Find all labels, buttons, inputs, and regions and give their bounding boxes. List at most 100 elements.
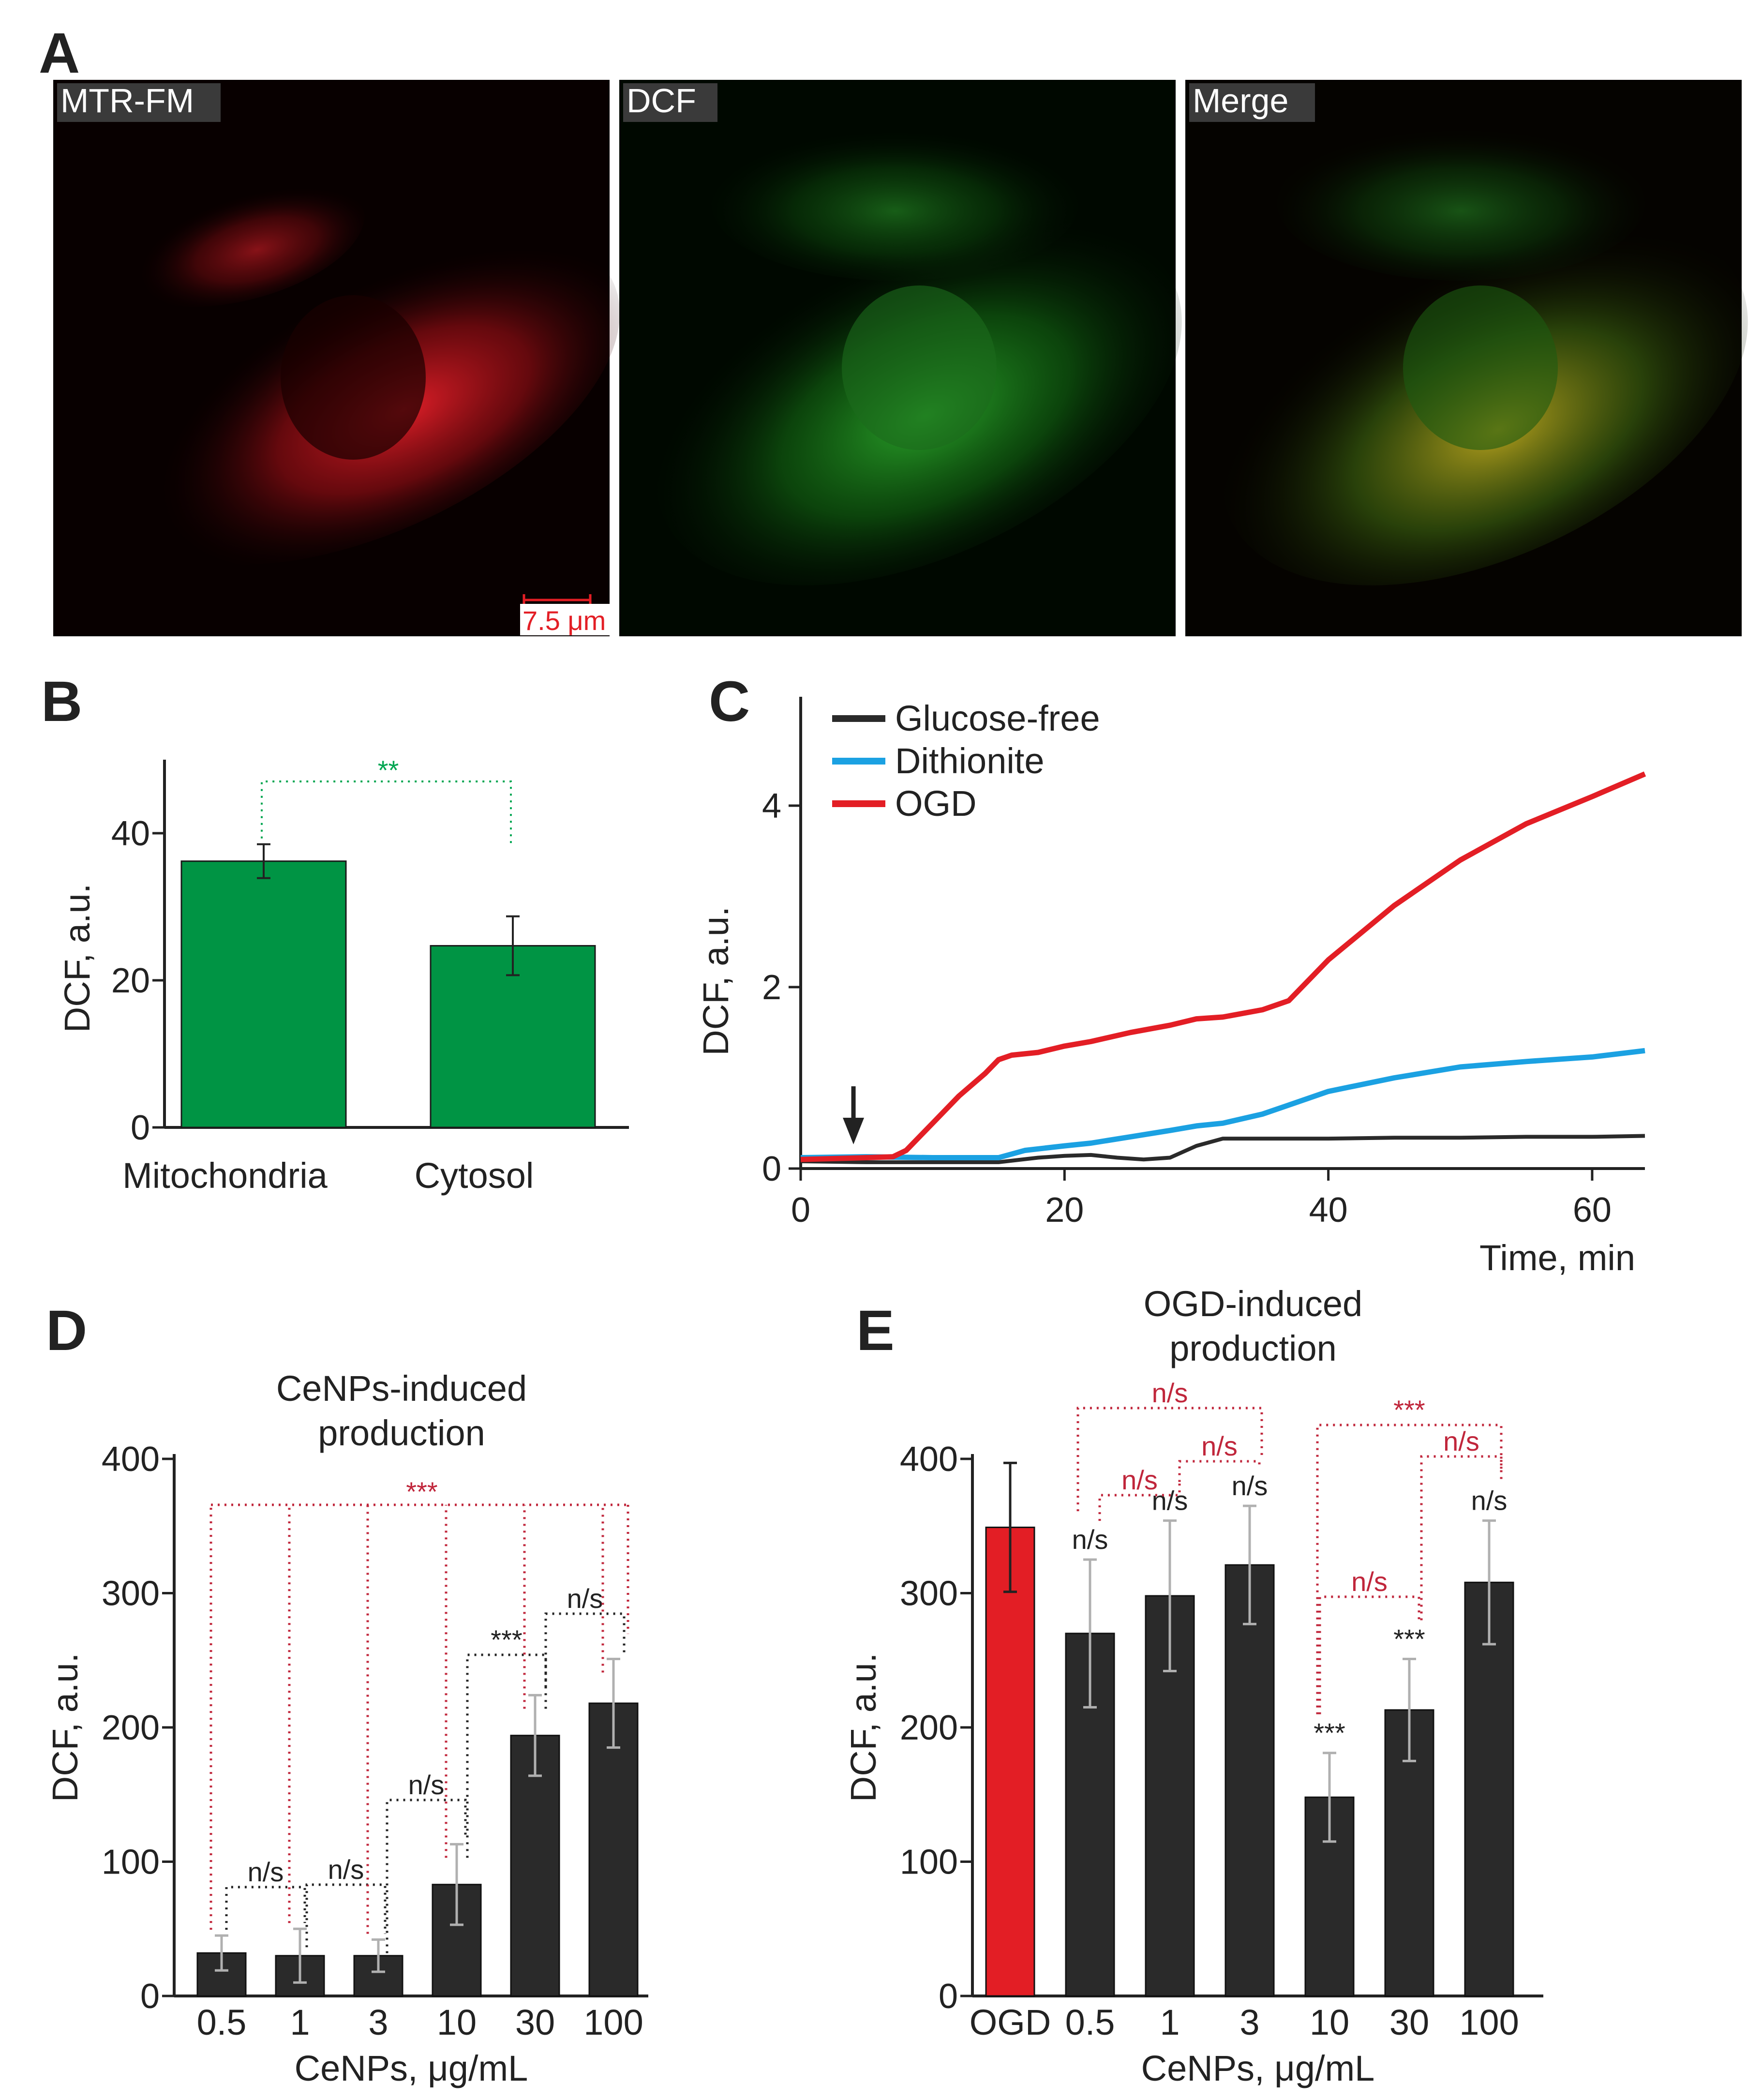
x-axis-label: CeNPs, μg/mL	[1141, 2048, 1375, 2088]
x-tick-label: 10	[437, 2002, 477, 2042]
y-tick-label: 2	[762, 968, 781, 1007]
x-tick-label: 1	[290, 2002, 310, 2042]
bar	[985, 1527, 1035, 1997]
chart-b: 0 20 40 Mitochondria Cytosol ** DCF, a.u.	[57, 755, 629, 1196]
significance-bracket	[261, 780, 512, 844]
y-tick-label: 300	[102, 1575, 160, 1613]
significance-bracket	[466, 1653, 547, 1858]
series-line-glucose-free	[800, 1134, 1645, 1164]
significance-label: ***	[1393, 1395, 1425, 1425]
bar	[180, 860, 347, 1128]
micrograph-merge: Merge	[1185, 80, 1748, 636]
panel-letter-d: D	[46, 1299, 87, 1363]
significance-label: n/s	[328, 1854, 364, 1885]
x-tick-label: Mitochondria	[122, 1155, 328, 1196]
significance-bracket	[1316, 1424, 1503, 1714]
x-tick-label: 100	[583, 2002, 643, 2042]
bar-significance-label: n/s	[1232, 1470, 1268, 1501]
significance-label: n/s	[1443, 1426, 1479, 1456]
bar-significance-label: ***	[1314, 1718, 1345, 1748]
y-tick-label: 40	[111, 814, 150, 853]
x-axis-label: Time, min	[1479, 1238, 1635, 1278]
panel-letter-b: B	[41, 670, 82, 734]
significance-label: n/s	[1201, 1431, 1238, 1461]
y-axis-label: DCF, a.u.	[696, 906, 736, 1055]
chart-title: production	[318, 1413, 485, 1453]
y-axis-label: DCF, a.u.	[843, 1653, 883, 1802]
y-tick-label: 0	[140, 1977, 160, 2016]
y-tick-label: 100	[102, 1843, 160, 1882]
bar	[588, 1702, 639, 1997]
significance-bracket	[1318, 1595, 1420, 1714]
significance-bracket	[1420, 1455, 1503, 1620]
y-tick-label: 0	[939, 1977, 958, 2016]
significance-label: n/s	[1152, 1378, 1188, 1408]
arrow-head-icon	[843, 1118, 865, 1144]
significance-bracket	[1178, 1460, 1261, 1482]
image-label-merge: Merge	[1193, 82, 1288, 120]
chart-title: OGD-induced	[1144, 1284, 1362, 1324]
x-tick-label: 40	[1309, 1191, 1348, 1230]
y-tick-label: 400	[900, 1440, 958, 1479]
y-tick-label: 0	[762, 1150, 781, 1188]
bar-significance-label: n/s	[1152, 1485, 1188, 1516]
y-tick-label: 0	[131, 1109, 150, 1147]
significance-bracket	[225, 1886, 306, 1930]
y-tick-label: 400	[102, 1440, 160, 1479]
x-tick-label: 3	[1239, 2002, 1259, 2042]
x-tick-label: 20	[1045, 1191, 1084, 1230]
x-axis-label: CeNPs, μg/mL	[295, 2048, 528, 2088]
significance-label: ***	[406, 1476, 437, 1507]
significance-bracket	[386, 1799, 467, 1953]
micrograph-mtr-fm: MTR-FM 7.5 μm	[53, 80, 620, 636]
significance-bracket	[544, 1612, 626, 1709]
bar	[510, 1735, 560, 1997]
significance-label: n/s	[1351, 1566, 1388, 1597]
bar-significance-label: ***	[1393, 1623, 1425, 1654]
bar	[1464, 1581, 1514, 1997]
chart-title: production	[1169, 1328, 1337, 1368]
legend-label: OGD	[895, 783, 977, 824]
y-tick-label: 200	[900, 1709, 958, 1747]
x-tick-label: 60	[1573, 1191, 1612, 1230]
y-tick-label: 4	[762, 787, 781, 825]
significance-label: **	[378, 755, 399, 785]
image-label-dcf: DCF	[627, 82, 696, 120]
legend-label: Dithionite	[895, 741, 1045, 781]
legend-label: Glucose-free	[895, 698, 1100, 738]
panel-letter-e: E	[856, 1299, 895, 1363]
x-tick-label: Cytosol	[415, 1155, 534, 1196]
scale-bar-label: 7.5 μm	[523, 605, 606, 636]
x-tick-label: 100	[1459, 2002, 1519, 2042]
bar	[1224, 1564, 1275, 1997]
chart-d: 0 100 200 300 400 0.5 1 3 10 30 100 CeNPs, μg/mL DCF…	[45, 1368, 648, 2088]
y-tick-label: 100	[900, 1843, 958, 1882]
significance-label: ***	[491, 1624, 522, 1655]
significance-label: n/s	[1121, 1465, 1158, 1495]
y-axis-label: DCF, a.u.	[45, 1653, 85, 1802]
image-label-mtr-fm: MTR-FM	[60, 82, 194, 120]
significance-label: n/s	[248, 1857, 284, 1887]
panel-letter-c: C	[709, 670, 750, 734]
x-tick-label: 0	[791, 1191, 810, 1230]
series-line-dithionite	[800, 1048, 1645, 1160]
y-tick-label: 200	[102, 1709, 160, 1747]
chart-title: CeNPs-induced	[276, 1368, 527, 1409]
y-axis-label: DCF, a.u.	[57, 884, 97, 1033]
y-tick-label: 300	[900, 1575, 958, 1613]
chart-e: 0 100 200 300 400 OGD 0.5 n/s 1 n/s 3 n/s 10 *** 30 ***…	[843, 1284, 1543, 2088]
x-tick-label: 30	[1389, 2002, 1429, 2042]
y-tick-label: 20	[111, 961, 150, 1000]
bar-significance-label: n/s	[1072, 1524, 1108, 1555]
bar-significance-label: n/s	[1471, 1485, 1508, 1516]
x-tick-label: 10	[1310, 2002, 1349, 2042]
x-tick-label: 3	[368, 2002, 388, 2042]
micrograph-dcf: DCF	[619, 80, 1182, 636]
x-tick-label: 1	[1160, 2002, 1180, 2042]
x-tick-label: 30	[515, 2002, 555, 2042]
significance-label: n/s	[408, 1770, 445, 1800]
significance-label: n/s	[567, 1583, 603, 1614]
panel-letter-a: A	[39, 21, 80, 85]
